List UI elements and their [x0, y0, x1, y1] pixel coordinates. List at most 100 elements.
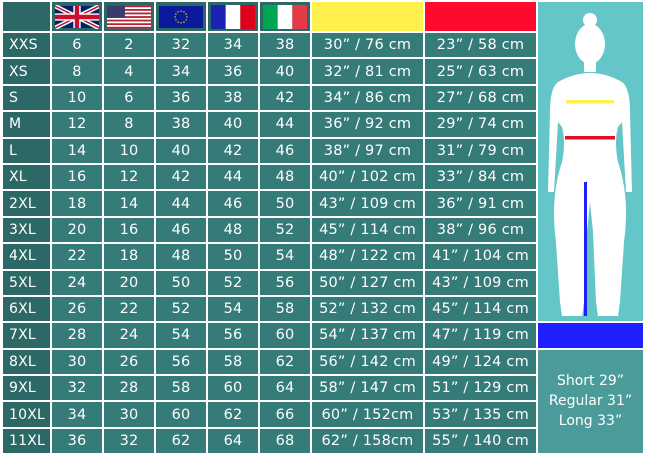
header-corner [3, 2, 50, 31]
cell-size: 2XL [3, 191, 50, 216]
cell-it: 58 [260, 296, 310, 322]
cell-eu: 46 [156, 217, 206, 243]
inseam-short: Short 29” [556, 373, 625, 390]
cell-uk: 34 [52, 402, 102, 427]
cell-us: 16 [104, 217, 154, 243]
cell-chest: 40” / 102 cm [312, 164, 423, 190]
cell-eu: 44 [156, 191, 206, 216]
cell-size: S [3, 85, 50, 111]
cell-uk: 16 [52, 164, 102, 190]
cell-size: 3XL [3, 217, 50, 243]
cell-eu: 62 [156, 428, 206, 454]
cell-eu: 58 [156, 376, 206, 401]
cell-it: 50 [260, 191, 310, 216]
eu-flag-icon [156, 2, 206, 31]
inseam-lengths: Short 29” Regular 31” Long 33” [538, 349, 643, 454]
cell-uk: 12 [52, 112, 102, 137]
cell-chest: 36” / 92 cm [312, 112, 423, 137]
cell-chest: 62” / 158cm [312, 428, 423, 454]
cell-uk: 10 [52, 85, 102, 111]
cell-us: 30 [104, 402, 154, 427]
cell-chest: 34” / 86 cm [312, 85, 423, 111]
cell-eu: 52 [156, 296, 206, 322]
cell-us: 2 [104, 33, 154, 58]
inseam-regular: Regular 31” [548, 393, 633, 410]
cell-fr: 62 [208, 402, 258, 427]
cell-it: 46 [260, 138, 310, 163]
cell-uk: 18 [52, 191, 102, 216]
cell-waist: 38” / 96 cm [425, 217, 536, 243]
cell-uk: 28 [52, 323, 102, 348]
cell-eu: 32 [156, 33, 206, 58]
cell-fr: 58 [208, 349, 258, 375]
cell-chest: 38” / 97 cm [312, 138, 423, 163]
cell-eu: 54 [156, 323, 206, 348]
cell-it: 62 [260, 349, 310, 375]
cell-eu: 38 [156, 112, 206, 137]
cell-eu: 60 [156, 402, 206, 427]
cell-size: 5XL [3, 270, 50, 295]
cell-size: XL [3, 164, 50, 190]
cell-eu: 34 [156, 59, 206, 84]
cell-waist: 43” / 109 cm [425, 270, 536, 295]
cell-eu: 50 [156, 270, 206, 295]
cell-chest: 30” / 76 cm [312, 33, 423, 58]
cell-chest: 52” / 132 cm [312, 296, 423, 322]
cell-fr: 46 [208, 191, 258, 216]
cell-chest: 48” / 122 cm [312, 244, 423, 269]
cell-waist: 31” / 79 cm [425, 138, 536, 163]
cell-uk: 14 [52, 138, 102, 163]
cell-fr: 48 [208, 217, 258, 243]
cell-chest: 45” / 114 cm [312, 217, 423, 243]
cell-uk: 26 [52, 296, 102, 322]
cell-size: XXS [3, 33, 50, 58]
cell-us: 12 [104, 164, 154, 190]
cell-eu: 48 [156, 244, 206, 269]
cell-size: 11XL [3, 428, 50, 454]
cell-chest: 43” / 109 cm [312, 191, 423, 216]
cell-fr: 36 [208, 59, 258, 84]
cell-uk: 36 [52, 428, 102, 454]
italy-flag-icon [260, 2, 310, 31]
cell-waist: 23” / 58 cm [425, 33, 536, 58]
uk-flag-icon [52, 2, 102, 31]
cell-us: 32 [104, 428, 154, 454]
cell-fr: 42 [208, 138, 258, 163]
cell-fr: 60 [208, 376, 258, 401]
cell-size: L [3, 138, 50, 163]
size-chart-table: Short 29” Regular 31” Long 33” XXS 6 2 32 34… [3, 2, 643, 454]
cell-eu: 36 [156, 85, 206, 111]
cell-chest: 56” / 142 cm [312, 349, 423, 375]
cell-size: 8XL [3, 349, 50, 375]
cell-it: 48 [260, 164, 310, 190]
cell-waist: 41” / 104 cm [425, 244, 536, 269]
cell-it: 66 [260, 402, 310, 427]
cell-size: M [3, 112, 50, 137]
cell-waist: 25” / 63 cm [425, 59, 536, 84]
cell-eu: 56 [156, 349, 206, 375]
body-figure [538, 2, 643, 322]
cell-fr: 40 [208, 112, 258, 137]
cell-it: 44 [260, 112, 310, 137]
inseam-long: Long 33” [558, 413, 623, 430]
cell-uk: 8 [52, 59, 102, 84]
cell-waist: 29” / 74 cm [425, 112, 536, 137]
cell-it: 60 [260, 323, 310, 348]
cell-it: 38 [260, 33, 310, 58]
cell-us: 20 [104, 270, 154, 295]
cell-chest: 50” / 127 cm [312, 270, 423, 295]
cell-waist: 53” / 135 cm [425, 402, 536, 427]
cell-us: 14 [104, 191, 154, 216]
cell-us: 24 [104, 323, 154, 348]
cell-uk: 6 [52, 33, 102, 58]
cell-uk: 24 [52, 270, 102, 295]
body-silhouette-icon [548, 13, 632, 316]
cell-waist: 51” / 129 cm [425, 376, 536, 401]
cell-waist: 27” / 68 cm [425, 85, 536, 111]
cell-it: 42 [260, 85, 310, 111]
cell-chest: 54” / 137 cm [312, 323, 423, 348]
cell-us: 18 [104, 244, 154, 269]
cell-waist: 49” / 124 cm [425, 349, 536, 375]
cell-fr: 64 [208, 428, 258, 454]
cell-size: 6XL [3, 296, 50, 322]
